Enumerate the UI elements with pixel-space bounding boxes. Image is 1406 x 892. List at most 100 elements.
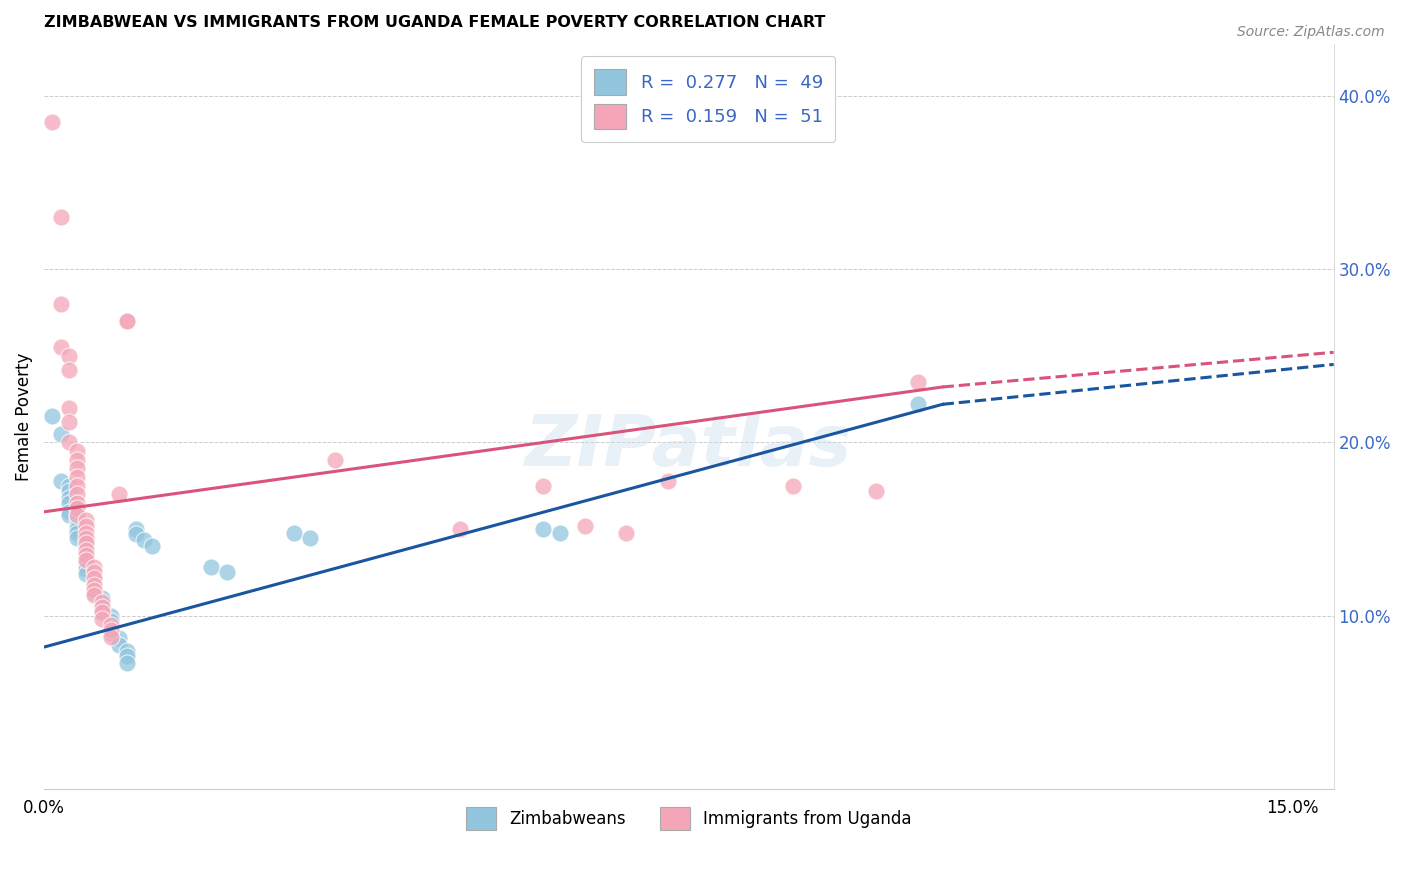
Point xyxy=(83,582,105,597)
Point xyxy=(83,579,105,593)
Point xyxy=(91,597,114,611)
Point xyxy=(66,461,89,475)
Point xyxy=(41,409,63,424)
Point xyxy=(66,501,89,516)
Point xyxy=(117,314,139,328)
Point xyxy=(49,297,72,311)
Point xyxy=(58,401,80,415)
Point xyxy=(75,548,97,562)
Point xyxy=(865,483,887,498)
Point xyxy=(616,525,638,540)
Point xyxy=(100,623,122,637)
Point xyxy=(83,560,105,574)
Point xyxy=(217,566,239,580)
Point xyxy=(83,571,105,585)
Point xyxy=(58,496,80,510)
Point xyxy=(49,210,72,224)
Point xyxy=(548,525,571,540)
Point xyxy=(49,340,72,354)
Point xyxy=(141,540,163,554)
Point xyxy=(83,588,105,602)
Point xyxy=(75,513,97,527)
Point xyxy=(91,604,114,618)
Point xyxy=(66,444,89,458)
Point xyxy=(91,591,114,606)
Point xyxy=(58,349,80,363)
Point xyxy=(58,483,80,498)
Point xyxy=(75,543,97,558)
Point xyxy=(782,479,804,493)
Point xyxy=(83,566,105,580)
Point xyxy=(100,621,122,635)
Point xyxy=(75,536,97,550)
Point xyxy=(75,525,97,540)
Point xyxy=(91,606,114,620)
Point xyxy=(66,522,89,536)
Point xyxy=(75,562,97,576)
Point xyxy=(75,567,97,582)
Point xyxy=(100,617,122,632)
Point xyxy=(66,508,89,523)
Point xyxy=(75,531,97,545)
Text: ZIPatlas: ZIPatlas xyxy=(526,412,852,481)
Point xyxy=(108,632,131,646)
Text: Source: ZipAtlas.com: Source: ZipAtlas.com xyxy=(1237,25,1385,39)
Point xyxy=(66,513,89,527)
Point xyxy=(283,525,305,540)
Point xyxy=(100,614,122,628)
Point xyxy=(75,540,97,554)
Point xyxy=(66,525,89,540)
Point xyxy=(75,551,97,566)
Point xyxy=(117,656,139,670)
Point xyxy=(58,435,80,450)
Point xyxy=(75,544,97,558)
Point xyxy=(323,452,346,467)
Point xyxy=(449,522,471,536)
Point xyxy=(66,496,89,510)
Point xyxy=(58,491,80,505)
Point xyxy=(91,612,114,626)
Point xyxy=(117,643,139,657)
Point xyxy=(91,600,114,615)
Point xyxy=(83,577,105,591)
Point xyxy=(83,574,105,589)
Point xyxy=(66,531,89,545)
Point xyxy=(100,630,122,644)
Point xyxy=(75,553,97,567)
Point xyxy=(531,522,554,536)
Point xyxy=(58,508,80,523)
Point xyxy=(907,375,929,389)
Point xyxy=(75,518,97,533)
Point xyxy=(66,501,89,516)
Point xyxy=(657,474,679,488)
Point xyxy=(124,522,146,536)
Point xyxy=(907,397,929,411)
Text: ZIMBABWEAN VS IMMIGRANTS FROM UGANDA FEMALE POVERTY CORRELATION CHART: ZIMBABWEAN VS IMMIGRANTS FROM UGANDA FEM… xyxy=(44,15,825,30)
Point xyxy=(58,362,80,376)
Point xyxy=(299,531,322,545)
Point xyxy=(108,638,131,652)
Point xyxy=(41,114,63,128)
Point xyxy=(200,560,222,574)
Point xyxy=(83,586,105,600)
Point xyxy=(66,508,89,523)
Legend: Zimbabweans, Immigrants from Uganda: Zimbabweans, Immigrants from Uganda xyxy=(460,800,918,837)
Point xyxy=(531,479,554,493)
Point xyxy=(58,415,80,429)
Point xyxy=(49,426,72,441)
Point xyxy=(66,518,89,533)
Point xyxy=(66,487,89,501)
Point xyxy=(117,648,139,663)
Point xyxy=(58,479,80,493)
Point xyxy=(66,479,89,493)
Point xyxy=(100,626,122,640)
Point xyxy=(75,534,97,549)
Point xyxy=(132,533,155,547)
Point xyxy=(100,608,122,623)
Point xyxy=(49,474,72,488)
Point xyxy=(75,557,97,571)
Point xyxy=(66,452,89,467)
Point xyxy=(108,487,131,501)
Point xyxy=(58,505,80,519)
Point xyxy=(91,595,114,609)
